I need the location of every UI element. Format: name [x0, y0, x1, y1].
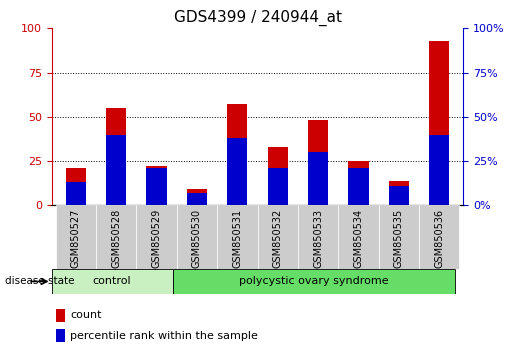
Title: GDS4399 / 240944_at: GDS4399 / 240944_at: [174, 9, 341, 25]
Text: GSM850533: GSM850533: [313, 209, 323, 268]
FancyBboxPatch shape: [298, 205, 338, 269]
Bar: [146, 166, 167, 205]
Text: GSM850527: GSM850527: [71, 209, 81, 268]
FancyBboxPatch shape: [136, 205, 177, 269]
FancyBboxPatch shape: [217, 205, 258, 269]
FancyBboxPatch shape: [419, 205, 459, 269]
Text: GSM850530: GSM850530: [192, 209, 202, 268]
Bar: [65, 168, 86, 205]
Bar: [308, 120, 328, 205]
Bar: [268, 168, 288, 205]
FancyBboxPatch shape: [177, 205, 217, 269]
Text: GSM850529: GSM850529: [151, 209, 162, 268]
Bar: [106, 135, 126, 205]
Bar: [56, 309, 65, 322]
Text: GSM850532: GSM850532: [273, 209, 283, 268]
FancyBboxPatch shape: [173, 269, 455, 294]
Bar: [146, 168, 167, 205]
Text: count: count: [70, 310, 101, 320]
Text: GSM850536: GSM850536: [434, 209, 444, 268]
FancyBboxPatch shape: [52, 269, 173, 294]
Text: disease state: disease state: [5, 276, 75, 286]
FancyBboxPatch shape: [96, 205, 136, 269]
FancyBboxPatch shape: [56, 205, 96, 269]
FancyBboxPatch shape: [379, 205, 419, 269]
Bar: [389, 186, 409, 205]
Bar: [56, 329, 65, 342]
Bar: [348, 168, 369, 205]
FancyBboxPatch shape: [258, 205, 298, 269]
Bar: [268, 147, 288, 205]
Text: percentile rank within the sample: percentile rank within the sample: [70, 331, 258, 341]
Text: polycystic ovary syndrome: polycystic ovary syndrome: [239, 276, 389, 286]
Bar: [348, 161, 369, 205]
Text: GSM850531: GSM850531: [232, 209, 242, 268]
Bar: [187, 193, 207, 205]
Bar: [65, 182, 86, 205]
Bar: [429, 41, 450, 205]
Bar: [389, 181, 409, 205]
Bar: [106, 108, 126, 205]
Text: GSM850528: GSM850528: [111, 209, 121, 268]
Text: control: control: [93, 276, 131, 286]
Bar: [308, 152, 328, 205]
Text: GSM850535: GSM850535: [394, 209, 404, 268]
Text: GSM850534: GSM850534: [353, 209, 364, 268]
Bar: [187, 189, 207, 205]
FancyBboxPatch shape: [338, 205, 379, 269]
Bar: [429, 135, 450, 205]
Bar: [227, 138, 247, 205]
Bar: [227, 104, 247, 205]
